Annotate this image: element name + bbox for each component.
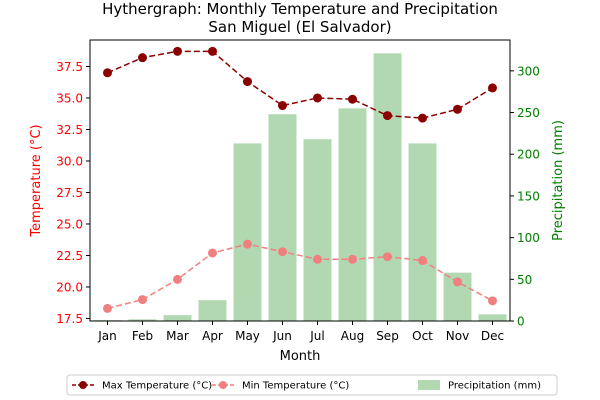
precip-bar-apr xyxy=(198,300,227,321)
right-tick-label: 300 xyxy=(517,64,540,78)
right-tick-label: 0 xyxy=(517,315,525,329)
right-tick-label: 200 xyxy=(517,148,540,162)
min-temp-point-feb xyxy=(138,295,147,305)
max-temp-point-jan xyxy=(103,68,112,78)
max-temp-line xyxy=(107,50,493,119)
left-tick-label: 37.5 xyxy=(56,60,83,74)
right-tick-label: 250 xyxy=(517,106,540,120)
temperature-lines xyxy=(103,46,497,313)
max-temp-point-jul xyxy=(313,93,322,103)
left-tick-label: 32.5 xyxy=(56,123,83,137)
min-temp-point-jan xyxy=(103,303,112,313)
precip-bar-may xyxy=(233,143,262,321)
left-tick-label: 17.5 xyxy=(56,312,83,326)
max-temp-point-apr xyxy=(208,46,217,56)
month-axis: Jan Feb Mar Apr May Jun Jul Aug Sep Oct Nov Dec xyxy=(97,321,504,343)
x-axis-label: Month xyxy=(280,349,321,364)
max-temp-point-dec xyxy=(488,83,497,93)
min-temp-point-nov xyxy=(453,277,462,287)
precip-bar-jul xyxy=(303,139,332,321)
legend-label: Max Temperature (°C) xyxy=(102,381,212,392)
max-temp-point-feb xyxy=(138,53,147,63)
precipitation-bars xyxy=(93,53,507,321)
min-temp-line xyxy=(107,243,493,310)
legend-label: Min Temperature (°C) xyxy=(242,381,349,392)
left-tick-label: 35.0 xyxy=(56,91,83,105)
chart-legend: Max Temperature (°C) Min Temperature (°C)… xyxy=(66,374,558,396)
max-temp-point-sep xyxy=(383,111,392,121)
y-axis-label-right: Precipitation (mm) xyxy=(551,120,566,241)
x-tick-label-feb: Feb xyxy=(132,329,153,343)
precip-bar-sep xyxy=(373,53,402,321)
min-temp-point-dec xyxy=(488,296,497,306)
min-temp-point-apr xyxy=(208,248,217,258)
max-temp-point-may xyxy=(243,77,252,87)
min-temp-point-may xyxy=(243,239,252,249)
plot-frame xyxy=(89,39,511,322)
legend-marker xyxy=(79,381,87,389)
right-tick-label: 100 xyxy=(517,231,540,245)
min-temp-point-aug xyxy=(348,254,357,264)
max-temp-point-jun xyxy=(278,101,287,111)
left-tick-label: 30.0 xyxy=(56,154,83,168)
min-temp-point-sep xyxy=(383,252,392,262)
min-temp-point-jul xyxy=(313,254,322,264)
max-temp-point-mar xyxy=(173,46,182,56)
max-temp-point-aug xyxy=(348,94,357,104)
chart-subtitle: San Miguel (El Salvador) xyxy=(208,18,391,36)
max-temp-point-nov xyxy=(453,104,462,114)
x-tick-label-sep: Sep xyxy=(376,329,399,343)
right-tick-label: 150 xyxy=(517,189,540,203)
x-tick-label-mar: Mar xyxy=(166,329,189,343)
x-tick-label-apr: Apr xyxy=(202,329,223,343)
x-tick-label-nov: Nov xyxy=(446,329,469,343)
max-temp-point-oct xyxy=(418,113,427,123)
y-axis-label-left: Temperature (°C) xyxy=(29,124,44,237)
left-tick-label: 22.5 xyxy=(56,249,83,263)
left-tick-label: 20.0 xyxy=(56,280,83,294)
right-precipitation-axis: 0 50 100 150 200 250 300 xyxy=(510,64,540,329)
precip-bar-oct xyxy=(408,143,437,321)
precip-bar-mar xyxy=(163,315,192,321)
precip-bar-jun xyxy=(268,114,297,321)
chart-title: Hythergraph: Monthly Temperature and Pre… xyxy=(102,0,498,18)
legend-label: Precipitation (mm) xyxy=(448,381,541,392)
precip-bar-dec xyxy=(478,314,507,321)
legend-bar-swatch xyxy=(418,380,440,390)
x-tick-label-aug: Aug xyxy=(341,329,364,343)
min-temp-point-mar xyxy=(173,274,182,284)
x-tick-label-oct: Oct xyxy=(412,329,433,343)
legend-marker xyxy=(219,381,227,389)
right-tick-label: 50 xyxy=(517,273,532,287)
precip-bar-aug xyxy=(338,108,367,321)
min-temp-point-jun xyxy=(278,247,287,257)
min-temp-point-oct xyxy=(418,256,427,266)
x-tick-label-dec: Dec xyxy=(481,329,504,343)
x-tick-label-jul: Jul xyxy=(309,329,324,343)
x-tick-label-jan: Jan xyxy=(97,329,117,343)
x-tick-label-jun: Jun xyxy=(272,329,292,343)
precip-bar-feb xyxy=(128,319,157,321)
x-tick-label-may: May xyxy=(235,329,260,343)
left-tick-label: 27.5 xyxy=(56,186,83,200)
left-temperature-axis: 17.5 20.0 22.5 25.0 27.5 30.0 32.5 35.0 37.5 xyxy=(56,60,90,326)
left-tick-label: 25.0 xyxy=(56,217,83,231)
